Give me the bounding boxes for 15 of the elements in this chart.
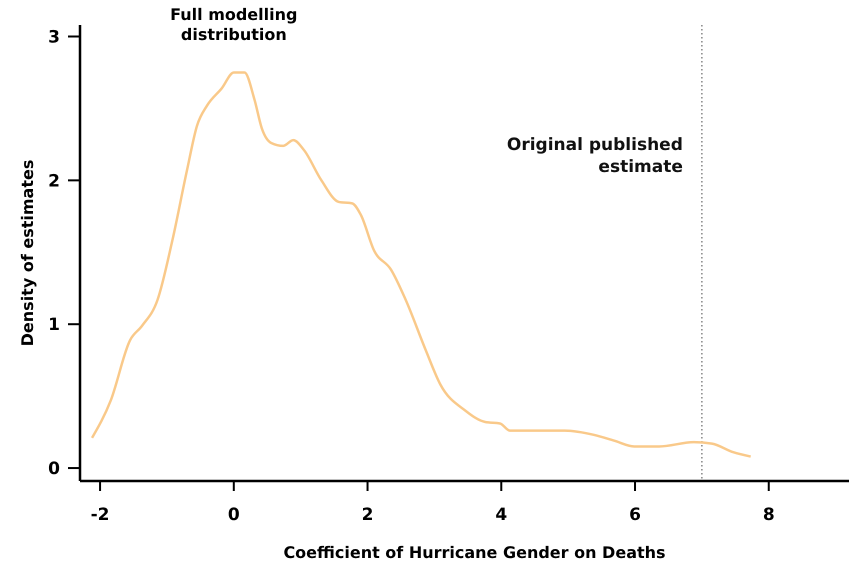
line-series — [90, 71, 752, 458]
x-tick-label: 4 — [495, 505, 508, 525]
y-tick-label: 0 — [48, 459, 60, 480]
annotation: Full modelling distribution — [170, 5, 298, 44]
x-tick-label: 8 — [762, 505, 775, 525]
x-tick-label: 2 — [362, 505, 374, 525]
x-tick-label: 0 — [228, 505, 240, 525]
y-tick-label: 1 — [48, 315, 60, 336]
y-tick-label: 3 — [48, 28, 60, 48]
y-axis-title: Density of estimates — [18, 160, 37, 346]
x-tick-label: -2 — [90, 505, 110, 525]
x-tick-label: 6 — [629, 505, 641, 525]
x-axis-title: Coefficient of Hurricane Gender on Deaths — [283, 543, 666, 562]
y-tick-label: 2 — [48, 171, 60, 192]
ref-line-label: Original published estimate — [506, 135, 683, 177]
